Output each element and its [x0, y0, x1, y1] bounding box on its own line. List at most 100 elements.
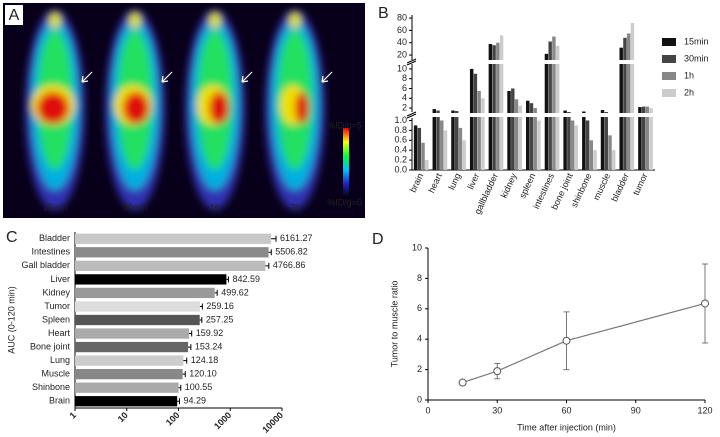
category-label: Shinbone — [32, 382, 70, 392]
y-tick-label: 10 — [397, 63, 407, 73]
bar — [623, 37, 627, 170]
y-tick-label: 6 — [417, 303, 422, 313]
bar — [469, 68, 474, 170]
x-tick-label: 1000 — [212, 410, 233, 431]
error-bar — [199, 303, 203, 310]
bar — [570, 120, 575, 170]
bar — [612, 150, 616, 170]
bar — [75, 314, 200, 326]
y-tick-label: 10 — [412, 242, 422, 252]
y-tick-label: 0.8 — [394, 125, 407, 135]
arrow — [161, 71, 173, 83]
legend-label: 30min — [684, 53, 709, 63]
organ-red — [295, 92, 309, 124]
category-label: Spleen — [42, 314, 70, 324]
error-bar — [265, 262, 270, 269]
value-label: 124.18 — [191, 355, 219, 365]
x-tick-label: 10 — [116, 410, 130, 424]
category-label: Intestines — [31, 247, 70, 257]
category-label: Heart — [48, 328, 71, 338]
bar — [585, 120, 590, 170]
bladder-hot — [209, 12, 221, 28]
bar — [75, 328, 190, 339]
value-label: 257.25 — [206, 314, 234, 324]
bar — [458, 127, 463, 170]
bar — [589, 140, 594, 170]
error-bar — [226, 276, 229, 283]
legend-label: 2h — [684, 87, 694, 97]
legend-label: 15min — [684, 36, 709, 46]
bar — [593, 150, 597, 170]
x-tick-label: bladder — [609, 172, 631, 203]
pet-images: 15min 30min 1h 2h %ID/g=5 %ID/g=0 A — [3, 3, 365, 218]
y-tick-label: 1.0 — [394, 115, 407, 125]
category-label: Bladder — [39, 233, 70, 243]
bar — [563, 110, 567, 170]
line — [462, 302, 706, 384]
point — [458, 378, 467, 387]
point — [493, 367, 502, 376]
x-tick-label: spleen — [517, 172, 537, 200]
bar — [496, 42, 500, 170]
y-tick-label: 6 — [402, 83, 407, 93]
bar — [511, 88, 515, 170]
y-tick-label: 40 — [397, 37, 407, 47]
error-bar — [182, 371, 186, 378]
value-label: 499.62 — [221, 287, 249, 297]
y-tick-label: 0.6 — [394, 135, 407, 145]
bladder-hot — [129, 12, 141, 28]
x-tick-label: lung — [446, 172, 462, 192]
bar — [507, 90, 511, 170]
category-label: Tumor — [44, 301, 70, 311]
time-label: 1h — [210, 202, 220, 212]
bar — [440, 120, 444, 170]
break-mark — [406, 111, 417, 117]
category-label: Bone joint — [30, 341, 71, 351]
panel-label: C — [6, 229, 18, 246]
bar — [630, 23, 635, 170]
bar — [75, 341, 189, 353]
bar — [75, 274, 227, 285]
arrow — [81, 71, 93, 83]
bar — [75, 233, 272, 244]
y-tick-label: 0.2 — [394, 154, 407, 164]
bar — [75, 260, 266, 271]
point — [701, 299, 709, 308]
bar — [567, 112, 571, 170]
legend-swatch — [662, 55, 676, 63]
y-tick-label: 0.4 — [394, 145, 407, 155]
x-tick-label: kidney — [499, 171, 519, 199]
bar — [477, 90, 481, 170]
y-tick-label: 4 — [417, 334, 422, 344]
bladder-hot — [289, 12, 301, 28]
x-tick-label: 10000 — [260, 410, 285, 435]
bar — [626, 33, 631, 170]
y-tick-label: 20 — [397, 49, 407, 59]
bar — [499, 35, 504, 170]
color-bar — [343, 128, 349, 198]
value-label: 159.92 — [196, 328, 224, 338]
bar — [421, 142, 425, 170]
bar — [75, 396, 178, 407]
organ-red — [37, 92, 69, 124]
bar — [75, 247, 269, 258]
y-tick-label: 8 — [402, 73, 407, 83]
x-tick-label: heart — [426, 171, 444, 194]
pet-scan — [105, 10, 165, 210]
value-label: 842.59 — [232, 274, 260, 284]
category-label: Liver — [50, 274, 70, 284]
bar — [454, 111, 459, 170]
break-mark — [406, 113, 417, 119]
bar — [604, 112, 608, 170]
error-bar — [214, 289, 218, 296]
value-label: 94.29 — [183, 396, 206, 406]
error-bar — [188, 344, 192, 351]
scale-min: %ID/g=0 — [327, 197, 362, 207]
bar — [526, 100, 530, 170]
legend-swatch — [662, 89, 676, 97]
error-bar — [183, 357, 188, 364]
bar — [600, 110, 605, 170]
category-label: Kidney — [42, 287, 70, 297]
axis-break — [406, 60, 657, 64]
